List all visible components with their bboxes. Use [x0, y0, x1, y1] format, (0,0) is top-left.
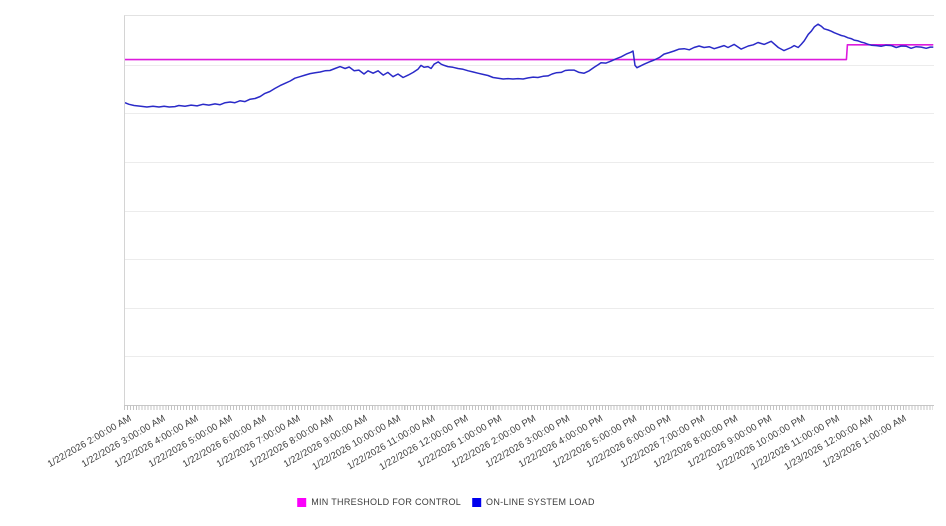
- x-axis-label: 1/22/2026 3:00:00 PM: [483, 413, 572, 471]
- x-axis-labels: 1/22/2026 2:00:00 AM 1/22/2026 3:00:00 AM…: [46, 404, 933, 494]
- x-axis-label: 1/22/2026 11:00:00 PM: [749, 413, 842, 473]
- legend-label-threshold: MIN THRESHOLD FOR CONTROL: [311, 497, 462, 507]
- gridline: [125, 356, 934, 358]
- x-axis-label: 1/22/2026 11:00:00 AM: [345, 413, 437, 473]
- gridline: [125, 113, 934, 115]
- x-axis-label: 1/22/2026 5:00:00 AM: [146, 413, 235, 471]
- series-svg: [125, 23, 934, 108]
- gridline: [125, 64, 934, 66]
- x-axis-label: 1/22/2026 4:00:00 AM: [113, 413, 201, 471]
- legend-item-load[interactable]: ON-LINE SYSTEM LOAD: [472, 497, 595, 507]
- legend: MIN THRESHOLD FOR CONTROL ON-LINE SYSTEM…: [297, 497, 595, 507]
- gridline: [125, 307, 934, 309]
- legend-label-load: ON-LINE SYSTEM LOAD: [486, 497, 595, 507]
- x-axis-label: 1/22/2026 5:00:00 PM: [550, 413, 640, 471]
- gridline: [125, 210, 934, 212]
- x-axis-label: 1/22/2026 7:00:00 PM: [618, 413, 707, 471]
- x-axis-label: 1/22/2026 9:00:00 PM: [685, 413, 774, 471]
- x-axis-label: 1/22/2026 2:00:00 PM: [449, 413, 538, 471]
- x-axis-label: 1/22/2026 12:00:00 PM: [377, 413, 471, 473]
- load-swatch-icon: [472, 497, 482, 507]
- x-axis-label: 1/22/2026 8:00:00 AM: [248, 413, 336, 471]
- x-axis-label: 1/22/2026 9:00:00 AM: [281, 413, 370, 471]
- x-axis-label: 1/22/2026 2:00:00 AM: [45, 413, 134, 471]
- x-axis-label: 1/22/2026 1:00:00 PM: [416, 413, 505, 471]
- x-axis-label: 1/22/2026 10:00:00 AM: [310, 413, 404, 473]
- x-axis-label: 1/22/2026 6:00:00 AM: [180, 413, 269, 471]
- threshold-swatch-icon: [297, 497, 307, 507]
- x-axis-minor-ticks: [124, 405, 933, 410]
- series-line-0: [125, 43, 934, 61]
- series-line-1: [125, 23, 934, 108]
- x-axis-label: 1/22/2026 3:00:00 AM: [79, 413, 168, 471]
- gridline: [125, 161, 934, 163]
- plot-area: [124, 15, 934, 406]
- legend-item-threshold[interactable]: MIN THRESHOLD FOR CONTROL: [297, 497, 461, 507]
- x-axis-label: 1/22/2026 8:00:00 PM: [652, 413, 741, 471]
- gridline: [125, 259, 934, 261]
- x-axis-label: 1/23/2026 1:00:00 AM: [821, 413, 909, 471]
- x-axis-label: 1/22/2026 10:00:00 PM: [714, 413, 808, 473]
- x-axis-label: 1/22/2026 7:00:00 AM: [214, 413, 302, 471]
- x-axis-label: 1/23/2026 12:00:00 AM: [782, 413, 876, 473]
- x-axis-label: 1/22/2026 6:00:00 PM: [584, 413, 673, 471]
- x-axis-label: 1/22/2026 4:00:00 PM: [517, 413, 606, 471]
